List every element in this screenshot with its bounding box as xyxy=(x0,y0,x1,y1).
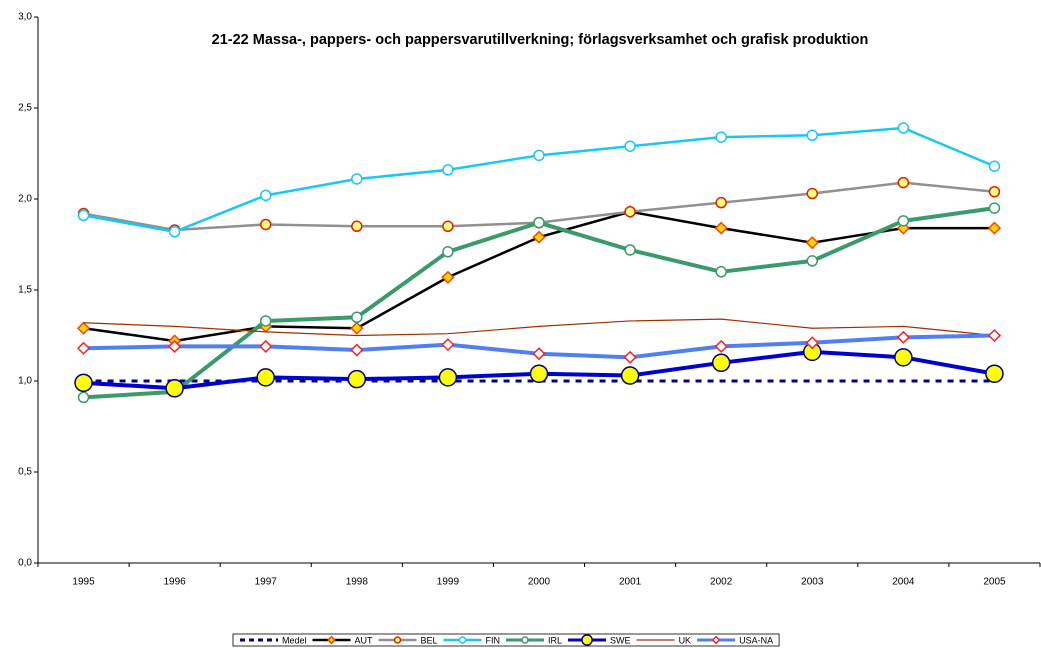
legend-label: USA-NA xyxy=(739,635,773,645)
x-tick-label: 2005 xyxy=(983,577,1006,588)
marker xyxy=(894,348,913,367)
y-tick-label: 1,0 xyxy=(18,376,32,387)
marker xyxy=(988,185,1001,198)
legend: Medel AUT BEL FIN IRL SWE UK USA-NA xyxy=(232,633,780,647)
x-tick-label: 2003 xyxy=(801,577,824,588)
legend-box xyxy=(232,633,780,647)
marker xyxy=(806,129,819,142)
x-tick-label: 1998 xyxy=(346,577,369,588)
marker xyxy=(77,209,90,222)
marker xyxy=(393,636,402,644)
marker xyxy=(985,364,1004,383)
marker xyxy=(168,226,181,238)
marker xyxy=(532,347,546,361)
x-tick-label: 2002 xyxy=(710,577,733,588)
legend-label: BEL xyxy=(421,635,438,645)
marker xyxy=(715,266,727,278)
marker xyxy=(76,341,91,355)
marker xyxy=(259,339,273,353)
marker xyxy=(897,122,910,134)
series-line xyxy=(83,318,995,337)
marker xyxy=(168,339,182,353)
marker xyxy=(715,131,727,143)
marker xyxy=(351,220,363,233)
marker xyxy=(988,202,1001,214)
marker xyxy=(714,221,728,235)
marker xyxy=(806,255,819,267)
marker xyxy=(714,339,728,353)
marker xyxy=(77,391,90,404)
marker xyxy=(350,343,364,357)
legend-label: UK xyxy=(679,635,692,645)
marker xyxy=(521,636,529,644)
x-tick-label: 2004 xyxy=(892,577,915,588)
y-tick-label: 0,5 xyxy=(18,467,32,478)
y-tick-label: 3,0 xyxy=(18,12,32,23)
marker xyxy=(805,336,819,350)
marker xyxy=(259,189,272,202)
marker xyxy=(259,218,272,231)
marker xyxy=(441,270,455,284)
marker xyxy=(256,368,275,387)
marker xyxy=(533,216,545,229)
marker xyxy=(711,635,721,645)
marker xyxy=(533,149,545,162)
marker xyxy=(623,350,637,364)
marker xyxy=(74,373,93,393)
y-tick-label: 2,5 xyxy=(18,103,32,114)
marker xyxy=(529,364,549,383)
marker xyxy=(620,366,640,385)
x-tick-label: 1999 xyxy=(437,577,460,588)
legend-label: AUT xyxy=(355,635,374,645)
marker xyxy=(897,215,910,227)
marker xyxy=(896,330,910,344)
marker xyxy=(988,160,1001,172)
y-tick-label: 0,0 xyxy=(18,558,32,569)
marker xyxy=(351,173,363,185)
marker xyxy=(438,368,458,387)
marker xyxy=(458,636,467,644)
marker xyxy=(532,230,546,244)
x-tick-label: 2000 xyxy=(528,577,551,588)
marker xyxy=(351,311,363,324)
marker xyxy=(581,634,593,646)
marker xyxy=(327,635,336,645)
legend-label: SWE xyxy=(610,635,631,645)
marker xyxy=(76,321,91,335)
x-tick-label: 2001 xyxy=(619,577,642,588)
y-tick-label: 2,0 xyxy=(18,194,32,205)
x-tick-label: 1996 xyxy=(164,577,187,588)
legend-label: Medel xyxy=(282,635,307,645)
marker xyxy=(624,244,636,256)
marker xyxy=(805,236,819,250)
marker xyxy=(347,369,367,389)
y-tick-label: 1,5 xyxy=(18,285,32,296)
marker xyxy=(441,338,455,352)
x-tick-label: 1997 xyxy=(255,577,278,588)
marker xyxy=(987,221,1002,235)
marker xyxy=(442,220,454,233)
marker xyxy=(987,328,1002,343)
marker xyxy=(350,321,364,335)
marker xyxy=(711,353,731,373)
marker xyxy=(897,176,910,189)
marker xyxy=(442,246,454,258)
marker xyxy=(715,196,727,209)
legend-label: FIN xyxy=(486,635,501,645)
x-tick-label: 1995 xyxy=(72,577,95,588)
marker xyxy=(624,140,636,152)
marker xyxy=(806,187,819,200)
series-line xyxy=(83,126,995,234)
marker xyxy=(442,164,454,176)
legend-label: IRL xyxy=(548,635,562,645)
marker xyxy=(165,379,184,398)
chart-title: 21-22 Massa-, pappers- och pappersvaruti… xyxy=(212,32,869,48)
marker xyxy=(259,315,272,327)
marker xyxy=(624,205,636,218)
